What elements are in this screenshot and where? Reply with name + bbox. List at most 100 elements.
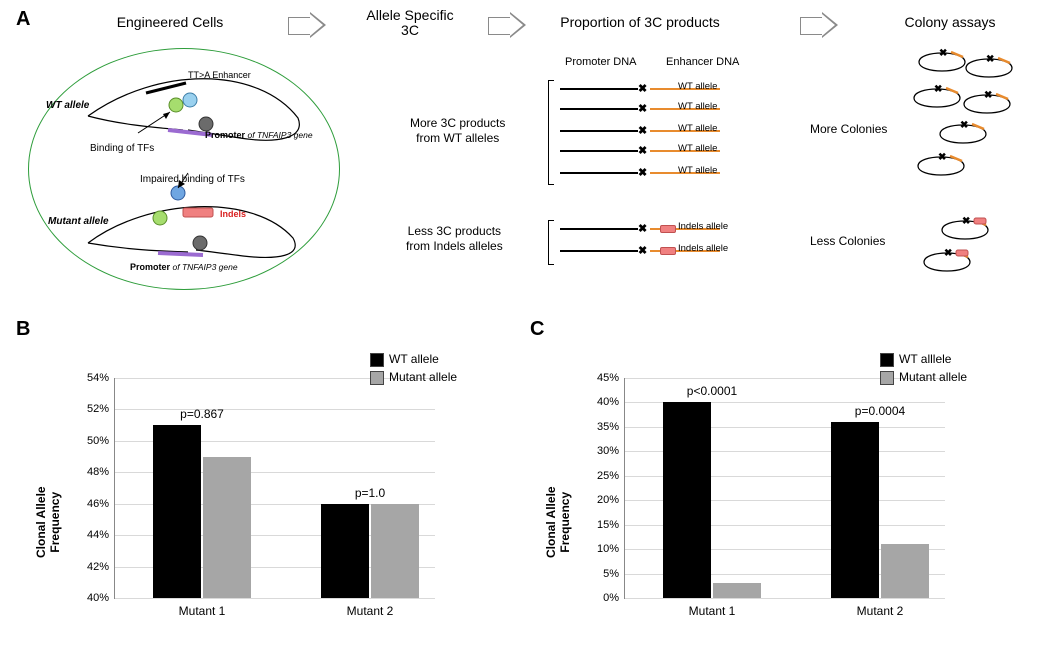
stage-2-l1: Allele Specific [350,8,470,23]
ytick: 40% [597,396,625,408]
bar-wt [321,504,369,598]
svg-text:✖: ✖ [939,48,947,59]
mut-allele-label: Mutant allele [48,216,109,227]
product-row: ✖Indels allele [560,224,770,234]
chart-b-ylabel: Clonal AlleleFrequency [34,486,62,558]
colony-plasmid: ✖ [914,152,968,182]
enhancer-label: TT>A Enhancer [188,70,251,80]
hdr-enhancer-dna: Enhancer DNA [666,56,739,68]
xlabel: Mutant 1 [689,598,736,618]
chart-c-legend: WT alllele Mutant allele [880,350,967,386]
ytick: 44% [87,529,115,541]
indels-label: Indels [220,209,246,219]
legend-wt: WT alllele [899,352,951,366]
stage-1: Engineered Cells [90,14,250,30]
colony-plasmid: ✖ [910,84,964,114]
xlabel: Mutant 2 [347,598,394,618]
colonies-area: ✖ ✖ ✖ ✖ ✖ ✖ ✖ ✖ [910,48,1030,298]
bracket-top [548,80,549,184]
hdr-promoter-dna: Promoter DNA [565,56,637,68]
p-value: p=0.867 [180,407,224,421]
bar-mut [371,504,419,598]
p-value: p=0.0004 [855,404,905,418]
xlabel: Mutant 1 [179,598,226,618]
ytick: 25% [597,470,625,482]
ytick: 48% [87,466,115,478]
product-row: ✖WT allele [560,126,770,136]
wt-allele-label: WT allele [46,100,89,111]
svg-text:✖: ✖ [962,216,970,227]
panel-a-label: A [16,8,30,31]
legend-wt: WT allele [389,352,439,366]
colony-plasmid: ✖ [920,248,974,278]
svg-text:✖: ✖ [960,120,968,131]
colony-plasmid: ✖ [938,216,992,246]
product-row: ✖WT allele [560,104,770,114]
bar-wt [663,402,711,598]
colony-plasmid: ✖ [960,90,1014,120]
p-value: p=1.0 [355,486,385,500]
legend-mut: Mutant allele [899,370,967,384]
stage-2-l2: 3C [350,23,470,38]
bracket-top-t [548,80,554,81]
product-row: ✖WT allele [560,84,770,94]
more-products: More 3C products from WT alleles [410,116,505,146]
ytick: 42% [87,561,115,573]
more-colonies: More Colonies [810,122,887,136]
product-row: ✖Indels allele [560,246,770,256]
ytick: 20% [597,494,625,506]
bar-mut [881,544,929,598]
ytick: 10% [597,543,625,555]
chart-c: Clonal AlleleFrequency 0%5%10%15%20%25%3… [580,348,1000,628]
ytick: 40% [87,592,115,604]
product-row: ✖WT allele [560,168,770,178]
p-value: p<0.0001 [687,384,737,398]
colony-plasmid: ✖ [915,48,969,78]
less-products: Less 3C products from Indels alleles [406,224,503,254]
bracket-bot-b [548,264,554,265]
chart-b-plot: 40%42%44%46%48%50%52%54%Mutant 1p=0.867M… [114,378,435,599]
less-colonies: Less Colonies [810,234,885,248]
stage-3: Proportion of 3C products [530,14,750,30]
bar-wt [831,422,879,598]
promoter-wt: Promoter of TNFAIP3 gene [205,130,313,140]
bracket-bot [548,220,549,264]
stage-4: Colony assays [880,14,1020,30]
chart-b-legend: WT allele Mutant allele [370,350,457,386]
xlabel: Mutant 2 [857,598,904,618]
svg-text:✖: ✖ [934,84,942,95]
ytick: 54% [87,372,115,384]
ytick: 45% [597,372,625,384]
arrow-icon [288,12,328,38]
ytick: 50% [87,435,115,447]
chart-c-plot: 0%5%10%15%20%25%30%35%40%45%Mutant 1p<0.… [624,378,945,599]
ytick: 52% [87,403,115,415]
legend-mut: Mutant allele [389,370,457,384]
chart-c-ylabel: Clonal AlleleFrequency [544,486,572,558]
bar-wt [153,425,201,598]
arrow-icon [800,12,840,38]
cell-diagram [28,48,338,288]
arrow-icon [488,12,528,38]
svg-text:✖: ✖ [984,90,992,101]
panel-c-label: C [530,318,544,341]
products-area: ✖WT allele ✖WT allele ✖WT allele ✖WT allele… [560,74,780,274]
bracket-top-b [548,184,554,185]
ytick: 0% [603,592,625,604]
bar-mut [203,457,251,598]
colony-plasmid: ✖ [936,120,990,150]
ytick: 15% [597,519,625,531]
chart-b: Clonal AlleleFrequency 40%42%44%46%48%50… [70,348,490,628]
colony-plasmid: ✖ [962,54,1016,84]
svg-text:✖: ✖ [944,248,952,259]
ytick: 35% [597,421,625,433]
panel-b-label: B [16,318,30,341]
svg-text:✖: ✖ [938,152,946,163]
ytick: 30% [597,445,625,457]
bar-mut [713,583,761,598]
ytick: 46% [87,498,115,510]
figure: A Engineered Cells Allele Specific 3C Pr… [10,8,1040,662]
stage-2: Allele Specific 3C [350,8,470,38]
product-row: ✖WT allele [560,146,770,156]
ytick: 5% [603,568,625,580]
